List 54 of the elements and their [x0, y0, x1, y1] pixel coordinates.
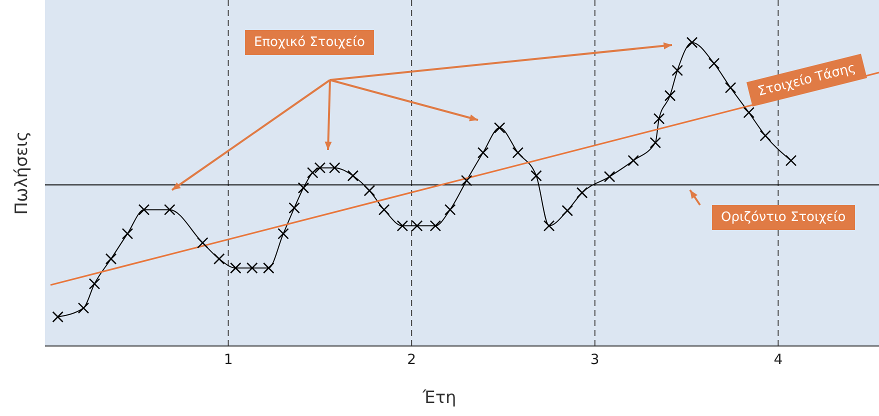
point — [230, 262, 242, 274]
point — [347, 170, 359, 182]
point — [328, 162, 340, 174]
point — [653, 113, 665, 124]
point — [396, 220, 408, 232]
point — [364, 184, 376, 196]
x-tick-label: 2 — [407, 352, 416, 368]
point — [105, 253, 117, 265]
point — [213, 253, 225, 265]
point — [604, 170, 616, 182]
point — [672, 64, 684, 76]
x-axis-title: Έτη — [422, 388, 458, 408]
point — [411, 220, 423, 232]
point — [314, 162, 326, 174]
point — [378, 204, 390, 216]
point — [246, 262, 258, 274]
point — [494, 122, 506, 134]
point — [444, 204, 456, 216]
point — [306, 167, 318, 178]
point — [52, 311, 64, 323]
point — [576, 187, 588, 198]
point — [196, 237, 208, 248]
point — [724, 82, 736, 94]
point — [477, 147, 489, 158]
point — [460, 174, 472, 186]
point — [512, 147, 524, 158]
text: Στοιχείο Τάσης — [746, 54, 868, 107]
point — [628, 154, 640, 166]
point — [743, 106, 755, 118]
point — [288, 202, 300, 214]
point — [562, 204, 574, 216]
x-tick-label: 1 — [224, 352, 233, 368]
point — [543, 220, 555, 232]
point — [262, 262, 274, 274]
y-axis-title: Πωλήσεις — [12, 131, 32, 215]
point — [78, 302, 90, 314]
point — [164, 204, 176, 216]
point — [430, 220, 442, 232]
point — [530, 170, 542, 182]
point — [785, 154, 797, 166]
point — [664, 90, 676, 102]
point — [138, 204, 150, 216]
annotation: Εποχικό Στοιχείο — [245, 30, 374, 55]
point — [298, 182, 310, 194]
point — [760, 130, 772, 142]
x-tick-label: 3 — [590, 352, 600, 368]
point — [278, 228, 289, 240]
ref-line-label: Οριζόντιο Στοιχείο — [712, 205, 855, 230]
point — [708, 58, 720, 70]
point — [88, 278, 100, 290]
x-tick-label: 4 — [774, 352, 783, 368]
point — [686, 36, 698, 48]
point — [122, 228, 134, 240]
point — [650, 137, 662, 148]
